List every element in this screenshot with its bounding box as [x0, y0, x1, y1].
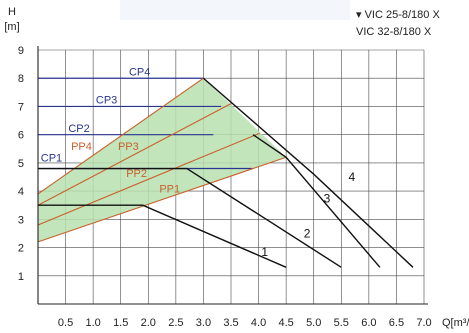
pp-label-1: PP1 [159, 184, 180, 196]
x-tick-6.5: 6.5 [389, 317, 404, 329]
x-tick-1.0: 1.0 [85, 317, 100, 329]
y-axis-unit: [m] [4, 21, 19, 33]
y-axis-label: H [8, 6, 16, 18]
curve-label-4: 4 [348, 170, 355, 184]
x-tick-2.0: 2.0 [141, 317, 156, 329]
pp-line-1 [37, 156, 287, 243]
x-tick-1.5: 1.5 [113, 317, 128, 329]
axes [37, 46, 428, 305]
pp-region [38, 78, 287, 242]
x-tick-3.0: 3.0 [196, 317, 211, 329]
curve-label-2: 2 [304, 227, 311, 241]
pp-line-4 [37, 77, 204, 195]
y-tick-4: 4 [18, 186, 24, 198]
pp-label-4: PP4 [71, 141, 92, 153]
curve-line-1 [38, 204, 287, 268]
y-tick-8: 8 [18, 73, 24, 85]
pp-label-2: PP2 [126, 168, 147, 180]
chart-labels: 0.5 1.0 1.5 2.0 2.5 3.0 3.5 4.0 4.5 5.0 5.5 6.0 6.5 7… [4, 6, 469, 329]
x-tick-0.5: 0.5 [58, 317, 73, 329]
cp-label-2: CP2 [68, 123, 89, 135]
x-tick-7.0: 7.0 [416, 317, 431, 329]
x-tick-6.0: 6.0 [361, 317, 376, 329]
y-tick-9: 9 [18, 45, 24, 57]
curve-line-3 [252, 134, 381, 268]
x-tick-5.0: 5.0 [306, 317, 321, 329]
cp-label-3: CP3 [96, 95, 117, 107]
x-tick-5.5: 5.5 [334, 317, 349, 329]
y-tick-6: 6 [18, 130, 24, 142]
y-tick-7: 7 [18, 101, 24, 113]
pp-line-3 [37, 103, 232, 206]
pump-curves [38, 77, 414, 268]
curve-label-3: 3 [324, 191, 331, 205]
x-tick-2.5: 2.5 [168, 317, 183, 329]
y-tick-1: 1 [18, 271, 24, 283]
cp-label-1: CP1 [41, 152, 62, 164]
y-tick-2: 2 [18, 243, 24, 255]
curve-line-4 [202, 77, 414, 268]
legend-entry-1: ▾ VIC 25-8/180 X [356, 9, 440, 21]
x-tick-4.5: 4.5 [278, 317, 293, 329]
legend-entry-2: VIC 32-8/180 X [356, 26, 432, 38]
proportional-pressure-lines [37, 77, 287, 243]
x-axis-label: Q[m³/h] [442, 317, 469, 329]
x-tick-3.5: 3.5 [223, 317, 238, 329]
curve-line-2 [38, 167, 342, 268]
curve-label-1: 1 [261, 245, 268, 259]
pp-label-3: PP3 [118, 141, 139, 153]
watermark-band [120, 0, 350, 20]
x-tick-4.0: 4.0 [251, 317, 266, 329]
y-tick-5: 5 [18, 158, 24, 170]
pp-line-2 [37, 132, 260, 226]
y-tick-3: 3 [18, 214, 24, 226]
cp-label-4: CP4 [129, 66, 150, 78]
